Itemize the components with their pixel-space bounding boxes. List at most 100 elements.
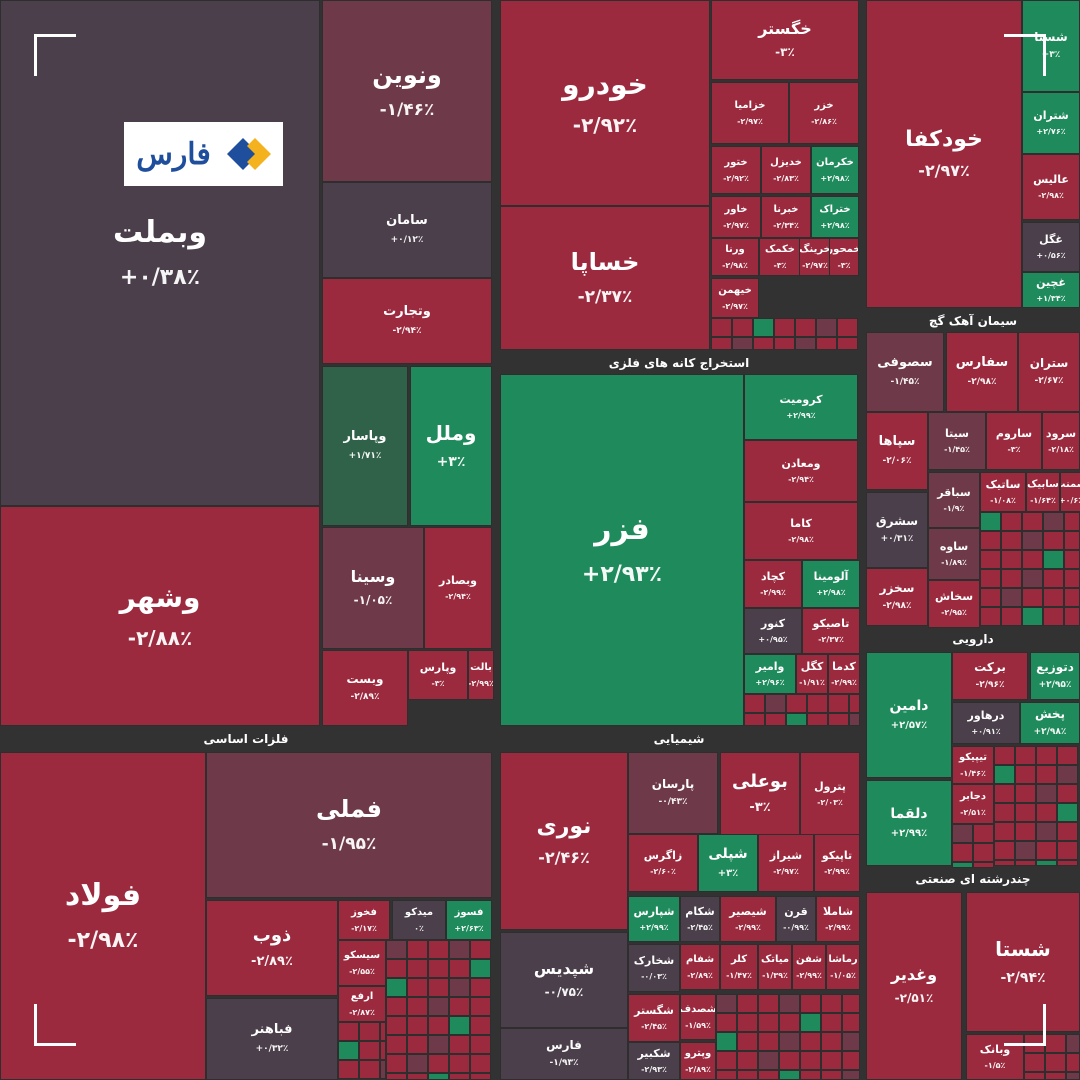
filler-cell (800, 994, 821, 1013)
tile-change: -۲/۹۷٪ (723, 220, 749, 230)
filler-cell (407, 1016, 428, 1035)
tile-symbol: سخزر (879, 581, 915, 596)
tile-99: شصدف -۱/۵۹٪ (680, 994, 716, 1040)
filler-cell (1001, 607, 1022, 626)
tile-symbol: فولاد (64, 878, 142, 914)
filler-cell (994, 746, 1015, 765)
tile-change: -۲/۹۸٪ (967, 377, 997, 388)
tile-symbol: شیراز (769, 848, 803, 862)
tile-change: -۱/۵۹٪ (685, 1020, 711, 1030)
filler-cell (807, 713, 828, 726)
tile-31: عالیس -۲/۹۸٪ (1022, 154, 1080, 220)
filler-cell (994, 803, 1015, 822)
filler-cell (786, 713, 807, 726)
filler-cell (716, 1032, 737, 1051)
tile-symbol: وبانک (979, 1042, 1011, 1056)
filler-cell (1001, 550, 1022, 569)
tile-47: ستران -۲/۶۷٪ (1018, 332, 1080, 412)
filler-cell (428, 1035, 449, 1054)
tile-change: -۲/۱۷٪ (351, 923, 377, 933)
filler-cell (338, 1060, 359, 1079)
tile-11: بالت -۲/۹۹٪ (468, 650, 494, 700)
filler-cell (1043, 531, 1064, 550)
tile-21: خبرنا -۲/۳۴٪ (761, 196, 811, 238)
tile-change: -۲/۹۷٪ (737, 116, 763, 126)
tile-12: خودرو -۲/۹۲٪ (500, 0, 710, 206)
tile-symbol: خودکفا (905, 127, 983, 153)
filler-cell (994, 765, 1015, 784)
tile-87: شپارس +۲/۹۹٪ (628, 896, 680, 942)
tile-symbol: فارس (546, 1038, 582, 1053)
tile-symbol: زاگرس (643, 848, 683, 862)
filler-cell (1064, 569, 1080, 588)
tile-change: -۰/۴۳٪ (658, 797, 688, 808)
tile-change: -۱/۴۶٪ (960, 768, 986, 778)
filler-cell (842, 1032, 860, 1051)
sector-header-2: شیمیایی (653, 732, 705, 746)
filler-cell (1022, 531, 1043, 550)
tile-22: ختراک +۲/۹۸٪ (811, 196, 859, 238)
filler-cell (1022, 569, 1043, 588)
filler-cell (800, 1070, 821, 1080)
tile-change: -۲/۹۹٪ (825, 923, 851, 933)
filler-cell (973, 862, 994, 868)
tile-change: -۳٪ (837, 260, 851, 270)
tile-change: -۱/۶۴٪ (1030, 495, 1056, 505)
filler-cell (428, 959, 449, 978)
tile-change: +۲/۹۵٪ (1038, 680, 1072, 691)
tile-change: -۲/۹۷٪ (722, 301, 748, 311)
filler-cell (952, 862, 973, 868)
tile-symbol: شیصیر (729, 904, 767, 918)
filler-cell (744, 713, 765, 726)
tile-change: +۲/۹۳٪ (581, 561, 663, 587)
tile-symbol: شپلی (708, 846, 748, 863)
tile-30: شتران +۲/۷۶٪ (1022, 92, 1080, 154)
tile-change: ۰٪ (414, 923, 424, 933)
tile-change: -۲/۵۱٪ (960, 807, 986, 817)
filler-cell (407, 997, 428, 1016)
filler-cell (1036, 746, 1057, 765)
filler-cell (449, 1016, 470, 1035)
filler-cell (1001, 531, 1022, 550)
tile-25: خرینگ -۲/۹۷٪ (799, 238, 831, 276)
tile-9: وبست -۲/۸۹٪ (322, 650, 408, 726)
filler-cell (380, 1060, 386, 1079)
tile-change: +۳٪ (717, 868, 739, 880)
filler-cell (380, 1022, 386, 1041)
tile-symbol: درهاور (967, 708, 1005, 722)
tile-81: بوعلی -۳٪ (720, 752, 800, 836)
tile-change: -۱/۴۷٪ (726, 970, 752, 980)
tile-change: -۱/۰۵٪ (353, 592, 393, 607)
tile-57: ساوه -۱/۸۹٪ (928, 528, 980, 580)
tile-change: +۲/۹۹٪ (890, 828, 928, 840)
filler-cell (980, 512, 1001, 531)
tile-change: +۳٪ (436, 453, 466, 470)
tile-change: -۲/۴۵٪ (641, 1022, 667, 1032)
tile-17: ختور -۲/۹۲٪ (711, 146, 761, 194)
tile-69: فملی -۱/۹۵٪ (206, 752, 492, 898)
filler-cell (1064, 550, 1080, 569)
tile-84: شپلی +۳٪ (698, 834, 758, 892)
filler-cell (837, 337, 858, 350)
filler-cell (732, 318, 753, 337)
tile-37: کاما -۲/۹۸٪ (744, 502, 858, 560)
tile-symbol: دجابر (959, 791, 987, 803)
tile-symbol: وپاسار (343, 429, 387, 445)
filler-cell (449, 940, 470, 959)
tile-symbol: ساتیک (985, 477, 1021, 491)
filler-cell (737, 994, 758, 1013)
corner-mark-bottom-left (34, 1004, 76, 1046)
tile-symbol: نوری (536, 814, 592, 840)
tile-symbol: وشهر (119, 580, 201, 614)
tile-change: +۰/۶٪ (1060, 495, 1080, 505)
tile-0: وبملت +۰/۳۸٪ (0, 0, 320, 506)
tile-change: -۲/۴۵٪ (687, 923, 713, 933)
filler-cell (1064, 607, 1080, 626)
filler-cell (994, 822, 1015, 841)
tile-symbol: ورنا (725, 244, 745, 256)
tile-change: +۰/۱۲٪ (390, 235, 424, 246)
filler-cell (386, 940, 407, 959)
filler-cell (1015, 765, 1036, 784)
filler-cell (1015, 803, 1036, 822)
tile-symbol: خبرنا (773, 204, 799, 216)
